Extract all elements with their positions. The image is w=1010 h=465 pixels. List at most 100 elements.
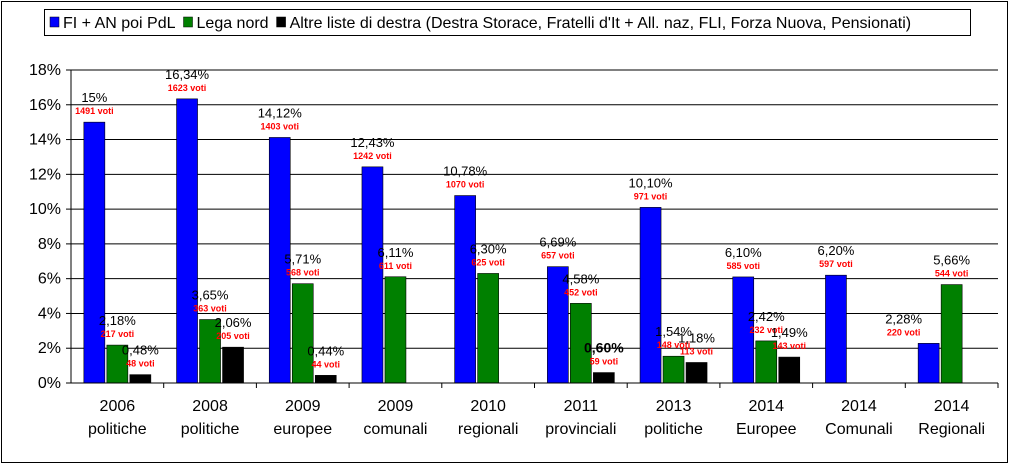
data-label-votes-2-1: 205 voti <box>216 331 250 341</box>
data-label-pct-1-4: 6,30% <box>470 241 507 256</box>
data-label-pct-0-8: 6,20% <box>818 243 855 258</box>
x-tick-year-4: 2010 <box>470 398 506 415</box>
y-tick-label-0: 0% <box>38 375 61 392</box>
data-label-pct-0-5: 6,69% <box>539 235 576 250</box>
data-label-pct-2-2: 0,44% <box>307 343 344 358</box>
data-label-votes-1-2: 568 voti <box>286 268 320 278</box>
bar-2-7 <box>778 356 801 384</box>
data-label-pct-1-7: 2,42% <box>748 309 785 324</box>
legend-swatch-1 <box>183 16 193 28</box>
x-tick-year-0: 2006 <box>100 398 136 415</box>
x-tick-type-5: provinciali <box>545 421 616 438</box>
data-label-votes-1-3: 611 voti <box>379 261 412 271</box>
bar-0-0 <box>83 121 106 384</box>
legend-entry-2: Altre liste di destra (Destra Storace, F… <box>290 15 912 32</box>
y-tick-label-3: 6% <box>38 271 61 288</box>
data-label-votes-1-0: 217 voti <box>101 329 135 339</box>
data-label-pct-0-1: 16,34% <box>165 67 210 82</box>
x-tick-year-9: 2014 <box>934 398 970 415</box>
data-label-pct-0-6: 10,10% <box>629 175 674 190</box>
bar-0-4 <box>454 195 476 384</box>
bar-2-1 <box>222 346 244 384</box>
data-labels: 15%1491 voti 2,18%217 voti 0,48%48 voti 16,… <box>75 67 970 369</box>
data-label-pct-1-6: 1,54% <box>655 324 692 339</box>
legend-entry-1: Lega nord <box>197 15 269 32</box>
y-axis: 0% 2% 4% 6% 8% 10% 12% 14% 16% 18% <box>29 62 72 392</box>
data-label-pct-2-1: 2,06% <box>215 315 252 330</box>
data-label-votes-0-0: 1491 voti <box>75 106 114 116</box>
bar-0-3 <box>361 166 384 384</box>
data-label-votes-1-4: 625 voti <box>471 257 505 267</box>
data-label-votes-2-2: 44 voti <box>311 359 340 369</box>
x-axis: 2006 politiche 2008 politiche 2009 europee 200… <box>71 382 999 438</box>
y-tick-label-6: 12% <box>29 166 61 183</box>
bar-2-0 <box>129 374 152 384</box>
bar-1-6 <box>662 355 685 384</box>
bar-0-1 <box>176 98 198 384</box>
data-label-votes-1-7: 232 voti <box>749 325 783 335</box>
data-label-pct-0-0: 15% <box>81 90 107 105</box>
data-label-pct-1-9: 5,66% <box>933 253 970 268</box>
x-tick-year-3: 2009 <box>378 398 414 415</box>
data-label-pct-1-2: 5,71% <box>284 252 321 267</box>
y-tick-label-2: 4% <box>38 305 61 322</box>
x-tick-type-7: Europee <box>736 421 797 438</box>
data-label-pct-2-7: 1,49% <box>771 325 808 340</box>
bar-0-9 <box>917 343 940 384</box>
x-tick-year-2: 2009 <box>285 398 321 415</box>
bar-1-3 <box>384 276 407 384</box>
data-label-pct-0-9: 2,28% <box>885 311 922 326</box>
data-label-votes-0-1: 1623 voti <box>168 83 207 93</box>
data-label-votes-2-6: 113 voti <box>680 346 713 356</box>
bar-2-6 <box>685 362 708 384</box>
data-label-votes-1-9: 544 voti <box>935 269 969 279</box>
data-label-pct-2-6: 1,18% <box>678 330 715 345</box>
y-tick-label-7: 14% <box>29 132 61 149</box>
x-tick-type-1: politiche <box>181 421 240 438</box>
data-label-pct-2-0: 0,48% <box>122 343 159 358</box>
data-label-pct-0-3: 12,43% <box>350 135 395 150</box>
bar-2-5 <box>593 372 615 384</box>
data-label-votes-0-3: 1242 voti <box>353 151 392 161</box>
data-label-pct-0-7: 6,10% <box>725 245 762 260</box>
x-tick-type-8: Comunali <box>825 421 893 438</box>
data-label-votes-1-1: 363 voti <box>193 304 227 314</box>
x-tick-year-5: 2011 <box>564 398 599 415</box>
data-label-votes-1-5: 452 voti <box>564 287 598 297</box>
data-label-votes-2-7: 143 voti <box>772 341 806 351</box>
x-tick-year-8: 2014 <box>841 398 877 415</box>
x-tick-type-3: comunali <box>363 421 427 438</box>
data-label-pct-2-5: 0,60% <box>584 340 624 356</box>
legend-box <box>44 9 971 36</box>
data-label-votes-0-7: 585 voti <box>726 261 760 271</box>
x-tick-type-9: Regionali <box>918 421 985 438</box>
data-label-votes-0-8: 597 voti <box>819 259 853 269</box>
legend-entry-0: FI + AN poi PdL <box>63 15 176 32</box>
data-label-votes-0-6: 971 voti <box>634 191 668 201</box>
data-label-votes-2-5: 59 voti <box>590 357 619 367</box>
y-tick-label-8: 16% <box>29 97 61 114</box>
bar-1-4 <box>477 273 499 384</box>
bars <box>83 98 963 384</box>
data-label-pct-1-5: 4,58% <box>562 271 599 286</box>
bar-1-9 <box>940 284 963 384</box>
legend: FI + AN poi PdL Lega nord Altre liste di d… <box>44 9 971 36</box>
y-tick-label-5: 10% <box>29 201 61 218</box>
data-label-pct-1-0: 2,18% <box>99 313 136 328</box>
x-tick-year-6: 2013 <box>656 398 692 415</box>
data-label-votes-0-5: 657 voti <box>541 251 575 261</box>
data-label-pct-1-1: 3,65% <box>192 288 229 303</box>
legend-swatch-2 <box>276 16 286 28</box>
bar-0-8 <box>825 274 847 384</box>
data-label-pct-1-3: 6,11% <box>377 245 413 260</box>
x-tick-year-7: 2014 <box>748 398 784 415</box>
x-tick-year-1: 2008 <box>192 398 228 415</box>
bar-1-2 <box>291 283 314 384</box>
data-label-pct-0-2: 14,12% <box>258 105 303 120</box>
x-tick-type-4: regionali <box>458 421 518 438</box>
data-label-votes-0-2: 1403 voti <box>260 121 299 131</box>
y-tick-label-9: 18% <box>29 62 61 79</box>
